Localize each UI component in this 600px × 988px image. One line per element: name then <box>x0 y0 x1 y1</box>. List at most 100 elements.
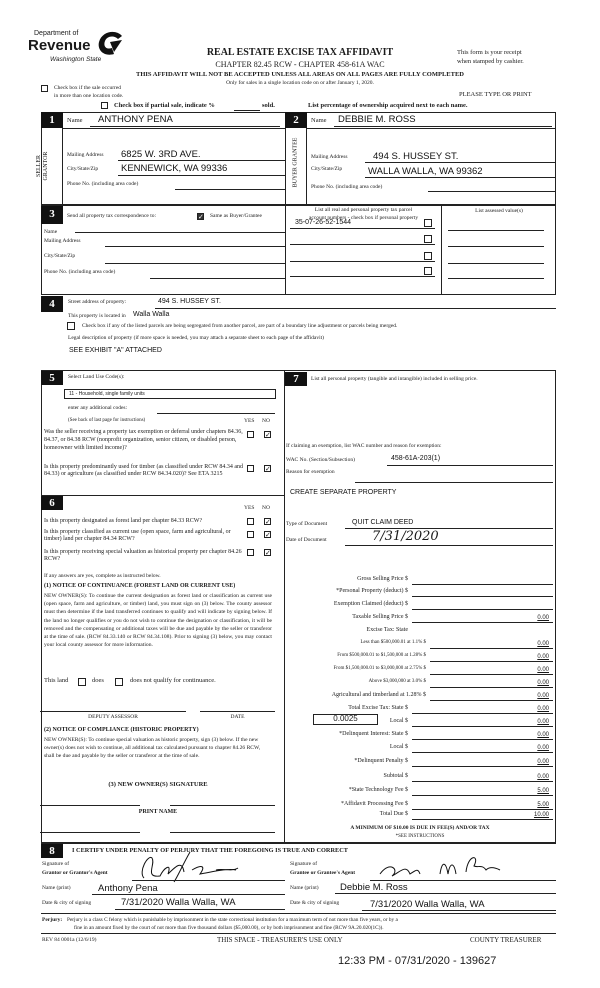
exemption-reason[interactable]: CREATE SEPARATE PROPERTY <box>290 489 397 496</box>
does-not-qualify-checkbox[interactable] <box>115 678 123 686</box>
tax-row-value[interactable]: 10.00 <box>533 812 549 818</box>
seller-phone-field[interactable] <box>175 189 285 190</box>
seller-mail[interactable]: 6825 W. 3RD AVE. <box>121 149 201 160</box>
tax-row-value[interactable]: 0.00 <box>537 615 549 621</box>
personal-property-checkbox[interactable] <box>424 219 432 227</box>
seller-city[interactable]: KENNEWICK, WA 99336 <box>121 163 228 174</box>
divider <box>306 128 307 205</box>
assessed-value-field[interactable] <box>448 278 544 279</box>
s3-mail-field[interactable] <box>105 246 285 247</box>
s5-q1-yes[interactable] <box>247 431 254 438</box>
tax-row-value[interactable]: 0.00 <box>537 667 549 673</box>
tax-row-value[interactable]: 0.00 <box>537 774 549 780</box>
deputy-date-line[interactable] <box>200 711 275 712</box>
tax-row-value[interactable]: 0.00 <box>537 641 549 647</box>
personal-property-checkbox[interactable] <box>424 235 432 243</box>
tax-row-line <box>412 819 553 820</box>
reason-label: Reason for exemption <box>286 469 335 475</box>
tax-row-label: Local $ <box>389 718 408 724</box>
underline <box>115 909 285 910</box>
tax-row-value[interactable]: 0.00 <box>537 680 549 686</box>
receipt-note-2: when stamped by cashier. <box>457 58 524 65</box>
tax-row-value[interactable]: 0.00 <box>537 693 549 699</box>
assessed-value-field[interactable] <box>448 230 544 231</box>
buyer-phone-label: Phone No. (including area code) <box>311 184 383 190</box>
s5-q1-no[interactable]: ✓ <box>264 431 271 439</box>
located-in[interactable]: Walla Walla <box>133 311 170 318</box>
s6-q1-no[interactable]: ✓ <box>264 518 271 526</box>
parcel-number[interactable]: 35-07-26-52-1544 <box>295 219 352 226</box>
assessed-value-field[interactable] <box>448 263 544 264</box>
s3-name-field[interactable] <box>75 232 285 233</box>
deputy-date-label: DATE <box>230 714 245 720</box>
street-address[interactable]: 494 S. HUSSEY ST. <box>158 298 221 305</box>
print-name-line-1[interactable] <box>40 832 140 833</box>
assessed-value-field[interactable] <box>448 246 544 247</box>
notice-2-title: (2) NOTICE OF COMPLIANCE (HISTORIC PROPE… <box>44 727 199 733</box>
parcel-line <box>290 244 435 245</box>
section-6-number: 6 <box>41 496 63 510</box>
deputy-assessor-label: DEPUTY ASSESSOR <box>88 714 138 720</box>
divider <box>284 370 285 843</box>
local-rate-box[interactable] <box>313 714 378 725</box>
buyer-name[interactable]: DEBBIE M. ROSS <box>338 114 416 125</box>
parcel-header-2: account numbers - check box if personal … <box>308 215 419 221</box>
segregated-checkbox[interactable] <box>67 322 75 330</box>
s3-city-field[interactable] <box>105 263 285 264</box>
s6-q1-yes[interactable] <box>247 518 254 525</box>
s3-phone-field[interactable] <box>150 278 285 279</box>
buyer-city[interactable]: WALLA WALLA, WA 99362 <box>368 166 483 177</box>
document-date[interactable]: 7/31/2020 <box>372 529 439 544</box>
does-qualify-checkbox[interactable] <box>78 678 86 686</box>
grantee-print-name[interactable]: Debbie M. Ross <box>340 882 408 893</box>
s6-q3-yes[interactable] <box>247 549 254 556</box>
type-or-print: PLEASE TYPE OR PRINT <box>459 91 532 98</box>
receipt-note-1: This form is your receipt <box>457 49 522 56</box>
same-as-buyer-checkbox[interactable]: ✓ <box>197 213 204 221</box>
legal-description[interactable]: SEE EXHIBIT "A" ATTACHED <box>69 347 162 354</box>
s6-q2-no[interactable]: ✓ <box>264 531 271 539</box>
s5-q2-yes[interactable] <box>247 465 254 472</box>
personal-property-checkbox[interactable] <box>424 267 432 275</box>
tax-row-value[interactable]: 0.00 <box>537 745 549 751</box>
buyer-mail[interactable]: 494 S. HUSSEY ST. <box>373 151 459 162</box>
partial-sold-label: sold. <box>262 102 275 109</box>
document-type[interactable]: QUIT CLAIM DEED <box>352 519 414 526</box>
tax-row-value[interactable]: 0.00 <box>537 654 549 660</box>
divider <box>62 128 285 129</box>
tax-row-value[interactable]: 0.00 <box>537 759 549 765</box>
new-owner-signature-line-2[interactable] <box>170 805 275 806</box>
land-use-select[interactable] <box>64 389 276 399</box>
partial-sale-checkbox[interactable] <box>101 102 108 109</box>
print-name-line-2[interactable] <box>170 832 275 833</box>
grantor-signature[interactable] <box>132 848 272 884</box>
wac-number[interactable]: 458-61A-203(1) <box>391 455 441 462</box>
seller-name[interactable]: ANTHONY PENA <box>98 114 173 125</box>
tax-row-value[interactable]: 0.00 <box>537 719 549 725</box>
grantor-print-name[interactable]: Anthony Pena <box>98 883 158 894</box>
grantee-signature[interactable] <box>370 850 530 880</box>
s6-q2-yes[interactable] <box>247 531 254 538</box>
seller-mail-label: Mailing Address <box>67 152 104 158</box>
deputy-assessor-line[interactable] <box>40 711 186 712</box>
additional-codes-field[interactable] <box>157 413 275 414</box>
s6-q3-no[interactable]: ✓ <box>264 549 271 557</box>
buyer-phone-field[interactable] <box>428 191 556 192</box>
personal-property-checkbox[interactable] <box>424 252 432 260</box>
new-owner-signature-line-1[interactable] <box>40 805 140 806</box>
s6-question-3: Is this property receiving special valua… <box>44 549 242 562</box>
tax-row-value[interactable]: 5.00 <box>537 788 549 794</box>
grantor-date-city[interactable]: 7/31/2020 Walla Walla, WA <box>121 897 236 908</box>
tax-row-value[interactable]: 0.00 <box>537 706 549 712</box>
tax-row-value[interactable]: 0.00 <box>537 732 549 738</box>
tax-row-label: Agricultural and timberland at 1.28% $ <box>331 692 426 698</box>
underline <box>370 880 556 881</box>
s5-q2-no[interactable]: ✓ <box>264 465 271 473</box>
sections-5-7-box <box>41 370 556 843</box>
partial-percent-field[interactable] <box>234 110 260 111</box>
divider <box>41 913 556 914</box>
grantee-date-city[interactable]: 7/31/2020 Walla Walla, WA <box>370 899 485 910</box>
multi-location-checkbox[interactable] <box>41 85 48 92</box>
tax-row-value[interactable]: 5.00 <box>537 802 549 808</box>
s6-no-header: NO <box>262 505 270 511</box>
